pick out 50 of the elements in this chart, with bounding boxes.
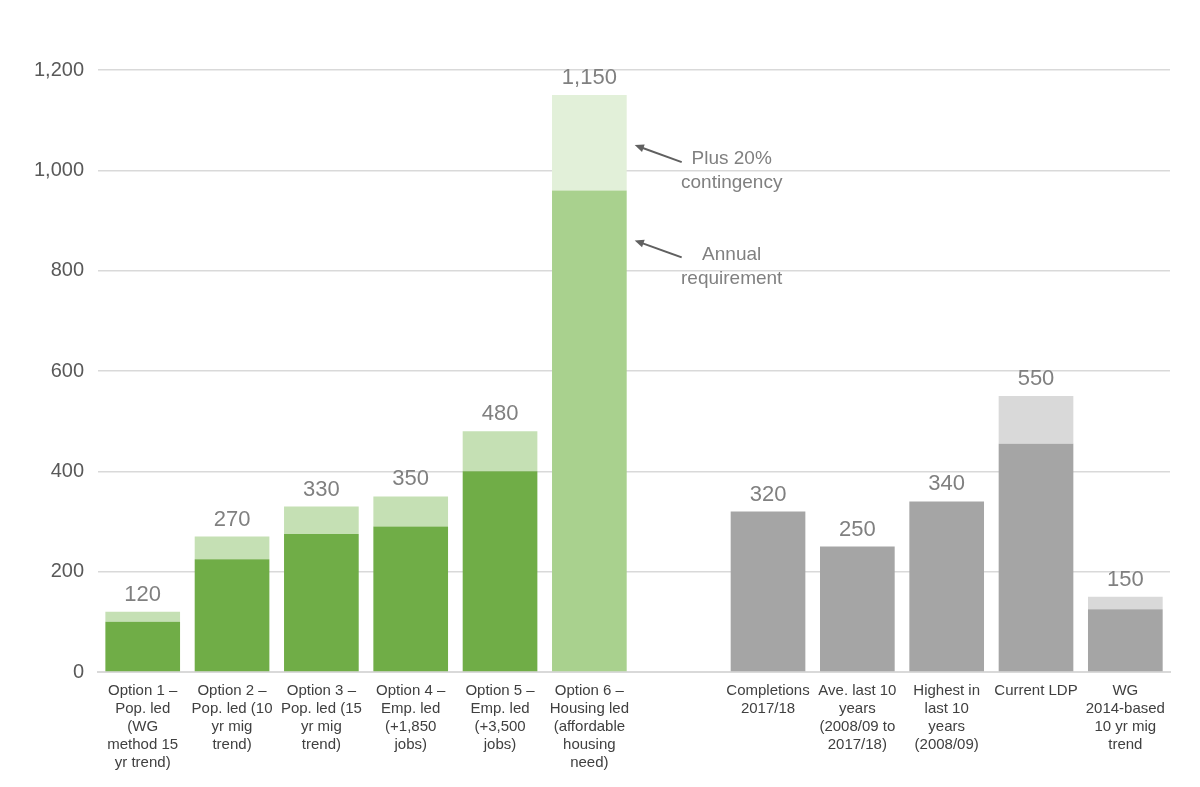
total-label: 270 — [213, 505, 251, 531]
total-label: 330 — [303, 475, 340, 501]
bar — [909, 501, 985, 672]
x-tick-label: Ave. last 10 years (2008/09 to 2017/18) — [818, 681, 897, 753]
annotation: Plus 20% contingency — [681, 147, 783, 193]
y-tick-label: 800 — [50, 258, 85, 281]
total-label: 350 — [392, 465, 430, 491]
x-tick-label: Highest in last 10 years (2008/09) — [913, 681, 981, 753]
bar — [998, 396, 1074, 444]
total-label: 250 — [838, 515, 876, 541]
total-label: 150 — [1106, 565, 1144, 591]
total-label: 120 — [124, 580, 162, 606]
bar — [105, 611, 181, 622]
y-tick-label: 1,000 — [33, 157, 85, 180]
bar — [105, 621, 181, 672]
bar — [552, 190, 627, 672]
bar — [462, 431, 538, 472]
total-label: 480 — [481, 400, 519, 426]
x-tick-label: Option 3 – Pop. led (15 yr mig trend) — [280, 681, 362, 753]
x-tick-label: Option 2 – Pop. led (10 yr mig trend) — [191, 681, 273, 753]
bar — [998, 443, 1074, 672]
y-tick-label: 400 — [50, 458, 85, 481]
bar — [1088, 596, 1163, 610]
total-label: 550 — [1017, 365, 1055, 391]
y-tick-label: 1,200 — [33, 57, 85, 80]
x-tick-label: WG 2014-based 10 yr mig trend — [1085, 681, 1165, 753]
x-tick-label: Option 4 – Emp. led (+1,850 jobs) — [376, 681, 446, 753]
y-tick-label: 600 — [50, 358, 85, 381]
bar — [284, 534, 359, 672]
annotation: Annual requirement — [681, 242, 784, 288]
total-label: 320 — [749, 480, 787, 506]
x-tick-label: Option 1 – Pop. led (WG method 15 yr trend) — [107, 681, 179, 771]
y-tick-label: 0 — [72, 659, 85, 682]
bar — [730, 511, 806, 672]
total-label: 340 — [928, 470, 966, 496]
bar — [1088, 609, 1163, 672]
x-tick-label: Option 5 – Emp. led (+3,500 jobs) — [465, 681, 536, 753]
bar — [194, 536, 270, 560]
x-tick-label: Completions 2017/18 — [726, 681, 810, 717]
y-tick-label: 200 — [50, 559, 85, 582]
x-tick-label: Option 6 – Housing led (affordable housing need) — [549, 681, 629, 771]
bar — [820, 546, 895, 672]
bar — [373, 526, 449, 672]
bar — [373, 496, 449, 527]
bar — [284, 506, 359, 535]
x-tick-label: Current LDP — [994, 681, 1078, 699]
bar — [552, 95, 627, 191]
bar — [462, 471, 538, 672]
bar — [194, 559, 270, 672]
total-label: 1,150 — [561, 64, 617, 90]
